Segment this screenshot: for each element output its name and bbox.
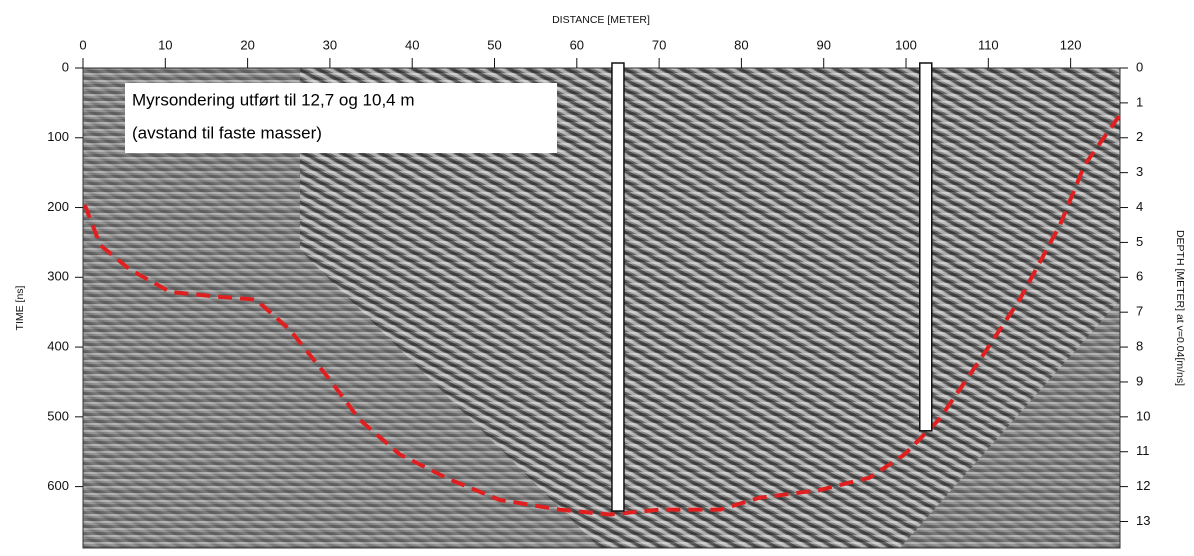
x-tick-label: 30 (323, 37, 337, 52)
y2-tick-label: 3 (1136, 164, 1143, 179)
x-tick-label: 60 (570, 37, 584, 52)
y2-tick-label: 9 (1136, 373, 1143, 388)
sounding-bar (611, 62, 625, 512)
x-tick-label: 70 (652, 37, 666, 52)
y-axis-title: TIME [ns] (14, 285, 26, 330)
y-tick-label: 100 (47, 129, 69, 144)
x-tick-label: 40 (405, 37, 419, 52)
x-tick-label: 110 (978, 37, 999, 52)
x-tick-label: 20 (240, 37, 254, 52)
x-tick-label: 90 (816, 37, 830, 52)
x-tick-label: 0 (79, 37, 86, 52)
y2-tick-label: 6 (1136, 269, 1143, 284)
y2-tick-label: 12 (1136, 478, 1150, 493)
annotation: Myrsondering utført til 12,7 og 10,4 m (132, 90, 415, 109)
x-tick-label: 100 (895, 37, 917, 52)
sounding-bar (919, 62, 933, 432)
annotation-box (125, 83, 557, 153)
y2-tick-label: 10 (1136, 408, 1150, 423)
y2-tick-label: 11 (1136, 443, 1150, 458)
interface-line (82, 113, 1122, 517)
y-tick-label: 400 (47, 339, 69, 354)
y-tick-label: 200 (47, 199, 69, 214)
y2-tick-label: 13 (1136, 513, 1150, 528)
y2-axis-title: DEPTH [METER] at v=0.04[m/ns] (1174, 230, 1186, 386)
y2-tick-label: 5 (1136, 234, 1143, 249)
plot-frame (82, 67, 1121, 549)
y2-tick-label: 0 (1136, 59, 1143, 74)
annotation: (avstand til faste masser) (132, 123, 322, 142)
y-tick-label: 600 (47, 478, 69, 493)
y2-tick-label: 4 (1136, 199, 1143, 214)
y-tick-label: 500 (47, 408, 69, 423)
radargram-image (83, 68, 1120, 548)
x-tick-label: 50 (487, 37, 501, 52)
y2-tick-label: 1 (1136, 94, 1143, 109)
y2-tick-label: 8 (1136, 339, 1143, 354)
y-tick-label: 0 (62, 59, 69, 74)
x-axis-title: DISTANCE [METER] (552, 14, 650, 26)
y2-tick-label: 7 (1136, 304, 1143, 319)
x-tick-label: 10 (158, 37, 172, 52)
x-tick-label: 120 (1060, 37, 1082, 52)
y-tick-label: 300 (47, 269, 69, 284)
x-tick-label: 80 (734, 37, 748, 52)
y2-tick-label: 2 (1136, 129, 1143, 144)
